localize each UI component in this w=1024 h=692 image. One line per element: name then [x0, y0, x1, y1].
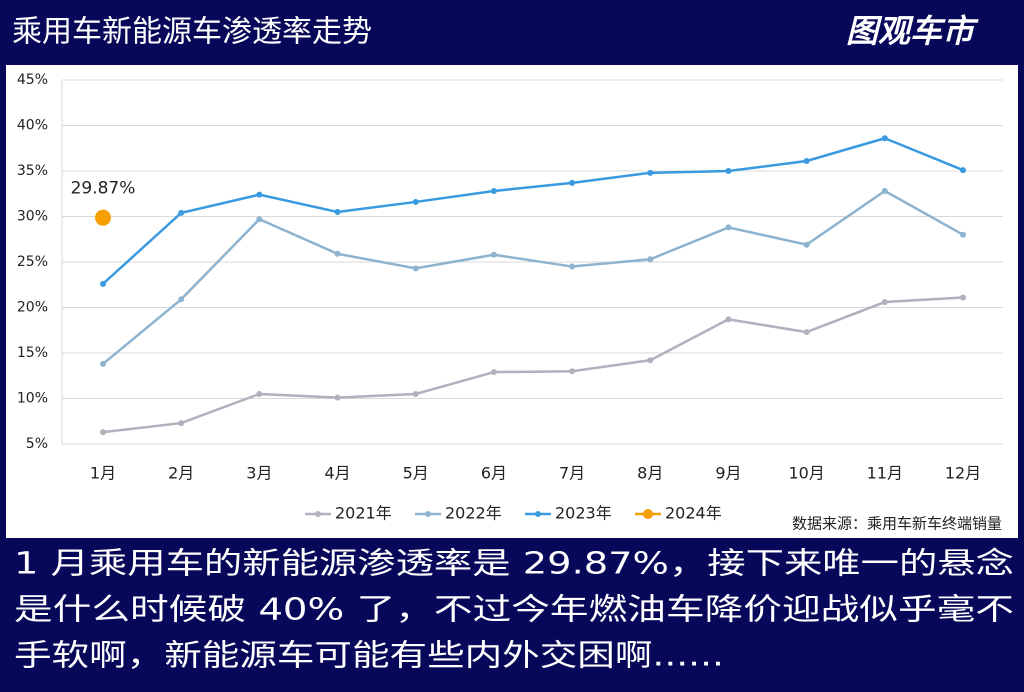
- series-line: [102, 296, 964, 434]
- legend-dot: [315, 511, 321, 517]
- data-point: [178, 296, 185, 303]
- data-point: [178, 420, 185, 427]
- data-point: [647, 169, 654, 176]
- x-tick-label: 10月: [788, 464, 824, 483]
- y-tick-label: 40%: [17, 118, 48, 134]
- data-point: [569, 263, 576, 270]
- data-point: [412, 390, 419, 397]
- legend-dot: [643, 509, 653, 519]
- y-tick-label: 25%: [17, 254, 48, 270]
- data-point: [647, 357, 654, 364]
- data-point: [412, 265, 419, 272]
- y-tick-label: 10%: [17, 391, 48, 407]
- data-point: [256, 191, 263, 198]
- data-point: [100, 280, 106, 287]
- chart-title: 乘用车新能源车渗透率走势: [12, 15, 372, 50]
- data-point: [412, 198, 419, 205]
- legend-label: 2022年: [445, 504, 502, 523]
- caption-line: 手软啊，新能源车可能有些内外交困啊......: [14, 639, 724, 674]
- data-point: [881, 135, 888, 142]
- data-point: [725, 316, 732, 323]
- x-tick-label: 3月: [246, 464, 272, 483]
- data-label: 29.87%: [71, 179, 136, 199]
- y-tick-label: 45%: [17, 72, 48, 88]
- x-tick-label: 6月: [481, 464, 507, 483]
- x-tick-label: 5月: [403, 464, 429, 483]
- y-tick-label: 30%: [17, 209, 48, 225]
- data-point: [725, 224, 732, 231]
- legend-dot: [535, 511, 541, 517]
- logo: 图观车市: [846, 12, 979, 50]
- data-point: [100, 429, 106, 436]
- y-tick-label: 15%: [17, 345, 48, 361]
- data-point: [725, 168, 732, 174]
- x-tick-label: 1月: [90, 464, 116, 483]
- y-tick-label: 20%: [17, 300, 48, 316]
- x-tick-label: 8月: [637, 464, 663, 483]
- series-line: [102, 189, 964, 365]
- data-point: [100, 360, 106, 367]
- data-point: [569, 179, 576, 186]
- data-point: [490, 369, 497, 376]
- data-point: [490, 188, 497, 195]
- data-point: [95, 209, 111, 226]
- data-point: [334, 250, 341, 257]
- data-point: [256, 216, 263, 223]
- legend-dot: [425, 511, 431, 517]
- legend-label: 2021年: [335, 504, 392, 523]
- data-point: [881, 299, 888, 306]
- caption-line: 是什么时候破 40% 了，不过今年燃油车降价迎战似乎毫不: [14, 593, 1014, 628]
- series-line: [102, 136, 964, 285]
- data-point: [256, 390, 263, 397]
- data-point: [334, 394, 341, 401]
- data-point: [569, 368, 576, 375]
- x-tick-label: 2月: [168, 464, 194, 483]
- data-point: [960, 294, 966, 301]
- data-point: [803, 329, 810, 336]
- x-tick-label: 12月: [945, 464, 981, 483]
- x-tick-label: 4月: [324, 464, 350, 483]
- data-point: [803, 241, 810, 248]
- y-tick-label: 35%: [17, 163, 48, 179]
- data-point: [881, 188, 888, 195]
- source-note: 数据来源：乘用车新车终端销量: [792, 515, 1002, 533]
- data-point: [178, 209, 185, 216]
- legend-label: 2023年: [555, 504, 612, 523]
- y-tick-label: 5%: [26, 436, 48, 452]
- x-tick-label: 7月: [559, 464, 585, 483]
- data-point: [960, 167, 966, 174]
- caption-line: 1 月乘用车的新能源渗透率是 29.87%，接下来唯一的悬念: [14, 547, 1014, 582]
- data-point: [490, 251, 497, 258]
- x-tick-label: 9月: [715, 464, 741, 483]
- plot-panel: [6, 65, 1018, 538]
- x-tick-label: 11月: [867, 464, 903, 483]
- legend-label: 2024年: [665, 504, 722, 523]
- data-point: [803, 157, 810, 164]
- data-point: [960, 231, 966, 238]
- data-point: [334, 208, 341, 215]
- data-point: [647, 256, 654, 263]
